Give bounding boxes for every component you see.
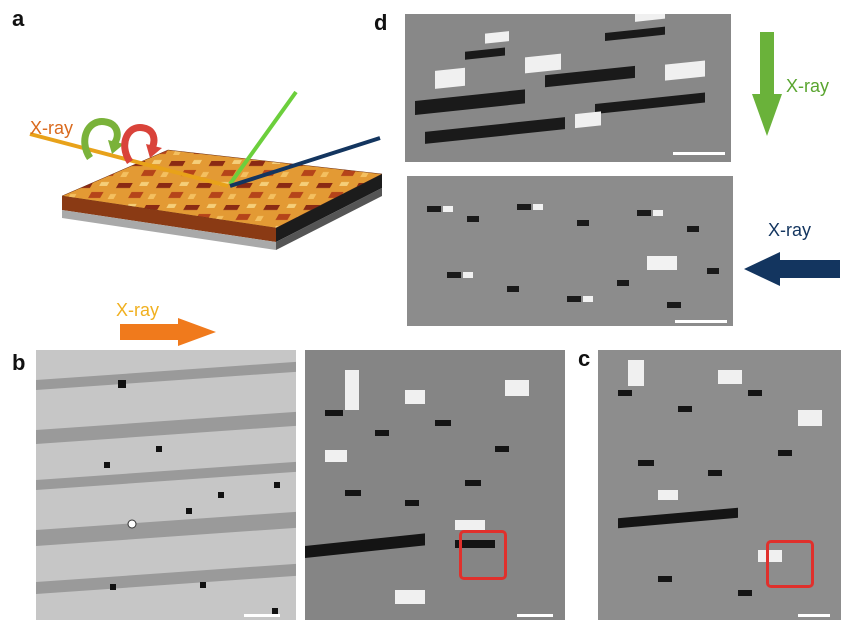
arrow-icon [744,252,840,286]
rotate-icon [81,118,121,160]
navy-beam [229,136,381,188]
roi-box [459,530,507,580]
roi-box [766,540,814,588]
arrow-icon [752,32,782,136]
rotate-icon [121,124,158,164]
scale-bar [675,320,727,323]
sample-3d-schematic [29,90,383,250]
xray-label-d-top: X-ray [786,76,830,96]
panel-label-d: d [374,10,388,35]
substrate-right [276,188,382,250]
sample-right-side [276,174,382,242]
panel-label-b: b [12,350,26,375]
xpeem-image-d-top [405,14,731,162]
arrow-icon [146,144,162,158]
xray-label-a: X-ray [30,118,74,138]
arrow-icon [108,140,124,154]
xray-label-d-bottom: X-ray [768,220,812,240]
scale-bar [673,152,725,155]
panel-label-c: c [578,346,591,371]
sample-front-side [62,196,276,242]
scale-bar [244,614,280,617]
xpeem-image-c [598,350,841,620]
xpeem-image-d-bottom [407,176,733,326]
xpeem-image-b-right [305,350,565,620]
xray-label-b: X-ray [116,300,160,320]
arrow-icon [120,318,216,346]
peem-image-b-left [36,350,296,620]
panel-label-a: a [12,6,25,31]
scale-bar [798,614,830,617]
scale-bar [517,614,553,617]
green-beam [228,90,298,186]
substrate-front [62,210,276,250]
